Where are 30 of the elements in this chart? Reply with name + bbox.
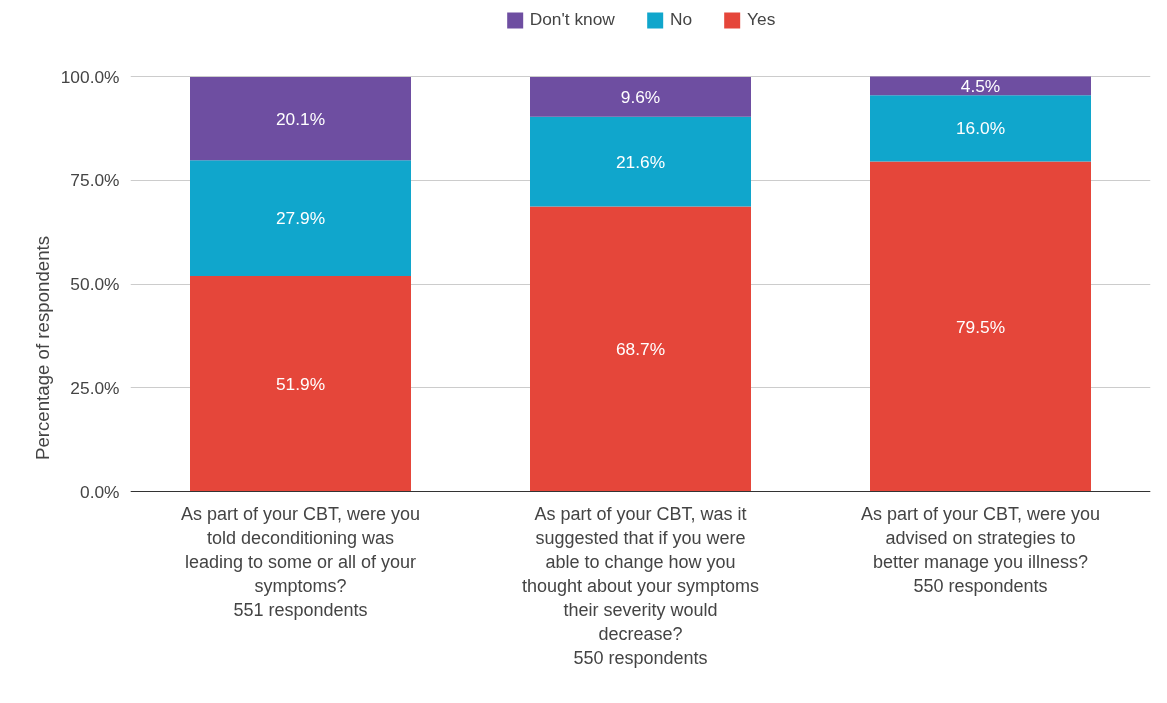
x-tick-label: As part of your CBT, was it suggested that if you were able to change how you thought about your symptoms their severity would decrease? 550 respondents xyxy=(521,503,760,668)
data-label: 21.6% xyxy=(615,151,666,172)
x-tick-label: As part of your CBT, were you told deconditioning was leading to some or all of your symptoms? 551 respondents xyxy=(180,503,421,620)
bar xyxy=(190,276,411,492)
data-label: 27.9% xyxy=(275,208,326,229)
data-label: 16.0% xyxy=(955,118,1006,139)
bar xyxy=(530,116,751,207)
data-label: 68.7% xyxy=(615,338,666,359)
legend-label: No xyxy=(669,9,693,30)
bar xyxy=(870,76,1091,96)
data-label: 20.1% xyxy=(275,108,326,129)
y-tick-label: 0.0% xyxy=(80,481,120,502)
data-label: 9.6% xyxy=(620,86,661,107)
y-tick-label: 25.0% xyxy=(70,377,120,398)
y-tick-label: 50.0% xyxy=(70,274,120,294)
bar xyxy=(870,95,1091,162)
bar xyxy=(190,160,411,277)
legend-label: Yes xyxy=(747,9,776,30)
bar xyxy=(530,76,751,117)
data-label: 4.5% xyxy=(960,75,1001,96)
bar xyxy=(530,206,751,492)
bar xyxy=(870,161,1091,492)
x-tick-label: As part of your CBT, were you advised on strategies to better manage you illness? 550 respondents xyxy=(860,503,1101,596)
data-label: 51.9% xyxy=(275,373,326,394)
y-axis-title: Percentage of respondents xyxy=(31,235,53,461)
bar xyxy=(190,76,411,161)
legend-label: Don't know xyxy=(529,9,615,30)
data-label: 79.5% xyxy=(955,316,1006,337)
y-tick-label: 75.0% xyxy=(70,170,120,191)
y-tick-label: 100.0% xyxy=(60,66,120,87)
